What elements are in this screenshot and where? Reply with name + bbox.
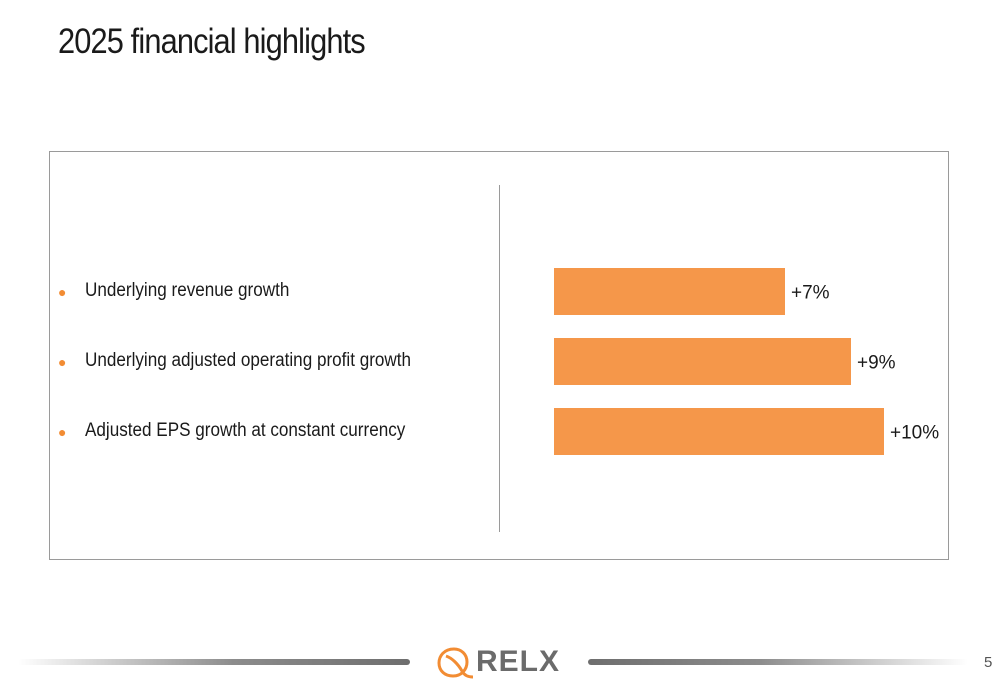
panel-divider [499,185,500,532]
bullet-text: Adjusted EPS growth at constant currency [85,420,406,441]
page-number: 5 [984,654,993,671]
bar-value-label: +10% [890,423,939,444]
highlights-panel: ● Underlying revenue growth ● Underlying… [49,151,949,560]
bullet-icon: ● [58,354,67,370]
bar-1 [554,268,785,315]
footer-rule-left [18,659,410,665]
bar-2 [554,338,851,385]
growth-bar-chart: +7% +9% +10% [554,268,939,455]
bullet-icon: ● [58,424,67,440]
bar-value-label: +7% [791,283,830,304]
footer-rule-right [588,659,968,665]
bar-value-label: +9% [857,353,896,374]
bullet-text: Underlying revenue growth [85,280,290,301]
bar-3 [554,408,884,455]
bullet-list: ● Underlying revenue growth ● Underlying… [50,152,490,559]
bullet-icon: ● [58,284,67,300]
logo-text: RELX [476,645,561,678]
relx-logo-mark-icon [437,647,474,679]
bullet-text: Underlying adjusted operating profit gro… [85,350,412,371]
slide-title: 2025 financial highlights [58,22,366,61]
relx-logo: RELX [436,644,559,680]
